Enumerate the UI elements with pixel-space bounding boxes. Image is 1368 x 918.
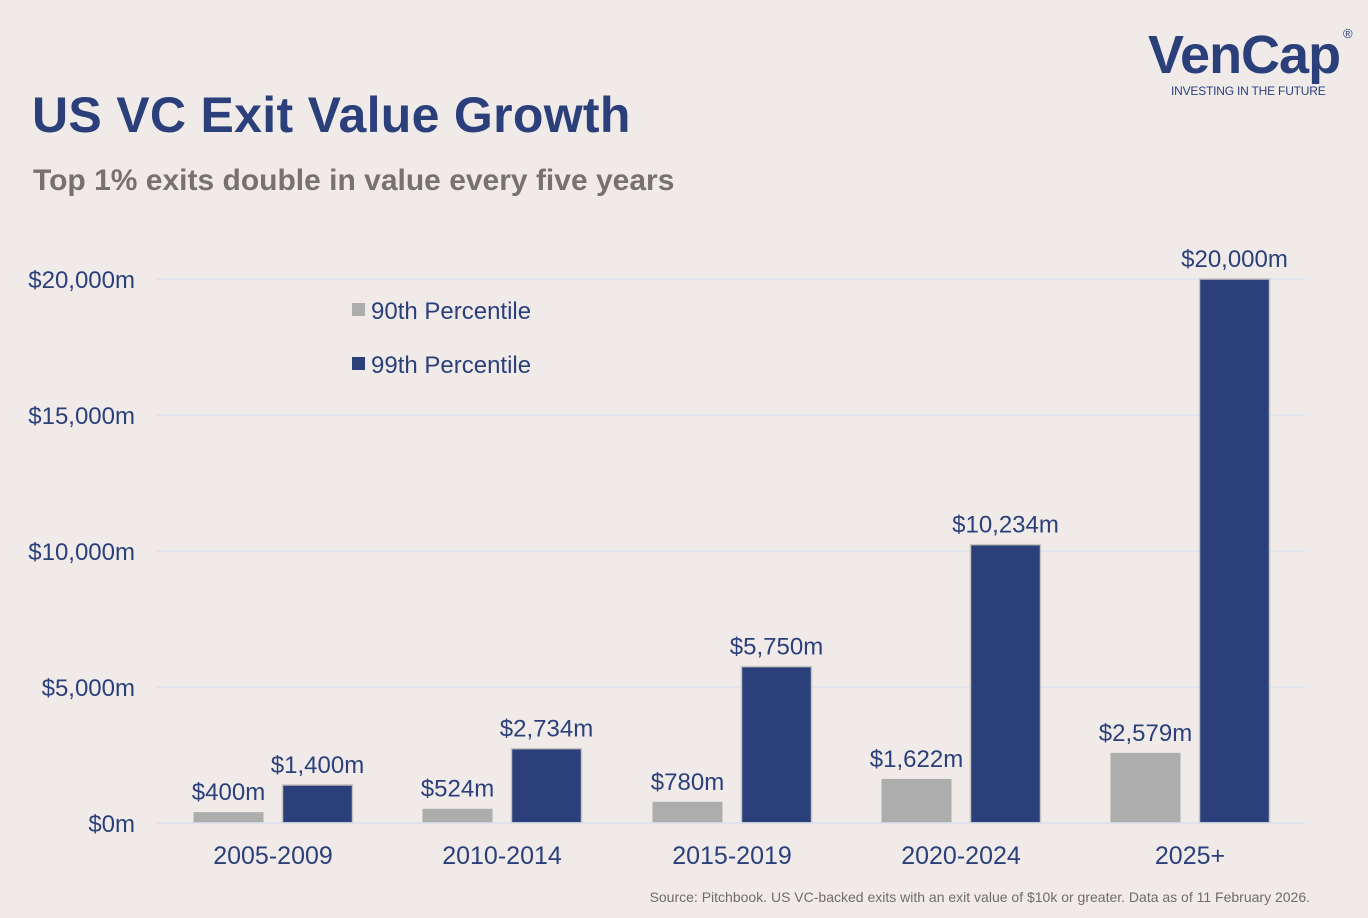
- bar-99th-2015-2019: [740, 665, 813, 824]
- data-label: $10,234m: [952, 512, 1059, 539]
- x-tick-label: 2005-2009: [213, 842, 333, 870]
- data-label: $20,000m: [1181, 246, 1288, 273]
- x-tick-label: 2010-2014: [442, 842, 562, 870]
- x-tick-label: 2015-2019: [672, 842, 792, 870]
- bar-99th-2010-2014: [510, 747, 583, 824]
- x-tick-label: 2020-2024: [901, 842, 1021, 870]
- source-note: Source: Pitchbook. US VC-backed exits wi…: [649, 889, 1310, 905]
- axes-group: $0m $5,000m $10,000m $15,000m $20,000m 2005-2…: [28, 267, 1305, 870]
- data-label: $2,579m: [1099, 720, 1192, 747]
- chart-subtitle: Top 1% exits double in value every five …: [33, 164, 675, 197]
- data-label: $780m: [651, 769, 724, 796]
- x-tick-label: 2025+: [1155, 842, 1225, 870]
- legend: 90th Percentile 99th Percentile: [352, 298, 531, 379]
- bar-99th-2025+: [1198, 278, 1271, 824]
- data-label: $5,750m: [730, 634, 823, 661]
- data-label: $1,400m: [271, 752, 364, 779]
- legend-swatch-90th: [352, 303, 365, 316]
- bar-90th-2010-2014: [422, 808, 493, 823]
- bar-99th-2020-2024: [969, 543, 1042, 824]
- y-tick-label: $10,000m: [28, 539, 135, 566]
- bar-90th-2015-2019: [652, 801, 723, 823]
- bar-90th-2005-2009: [193, 812, 264, 823]
- y-tick-label: $0m: [88, 811, 135, 838]
- bar-90th-2020-2024: [881, 778, 952, 823]
- data-label: $524m: [421, 776, 494, 803]
- y-tick-label: $15,000m: [28, 403, 135, 430]
- y-tick-label: $5,000m: [42, 675, 135, 702]
- legend-label: 90th Percentile: [371, 298, 531, 325]
- bar-99th-2005-2009: [281, 784, 354, 824]
- y-tick-label: $20,000m: [28, 267, 135, 294]
- logo-wordmark: VenCap: [1148, 25, 1341, 85]
- registered-mark: ®: [1343, 26, 1353, 41]
- bars-group: [193, 278, 1271, 824]
- logo-tagline: INVESTING IN THE FUTURE: [1171, 84, 1326, 98]
- vencap-logo: VenCap ® INVESTING IN THE FUTURE: [1140, 24, 1360, 104]
- chart-title: US VC Exit Value Growth: [32, 87, 631, 143]
- data-labels-group: $400m$1,400m $524m $2,734m $780m $5,750m $1,6…: [192, 246, 1288, 806]
- data-label: $1,622m: [870, 746, 963, 773]
- data-label: $2,734m: [500, 716, 593, 743]
- legend-label: 99th Percentile: [371, 352, 531, 379]
- bar-90th-2025+: [1110, 752, 1181, 823]
- data-label: $400m: [192, 779, 265, 806]
- legend-swatch-99th: [352, 357, 365, 370]
